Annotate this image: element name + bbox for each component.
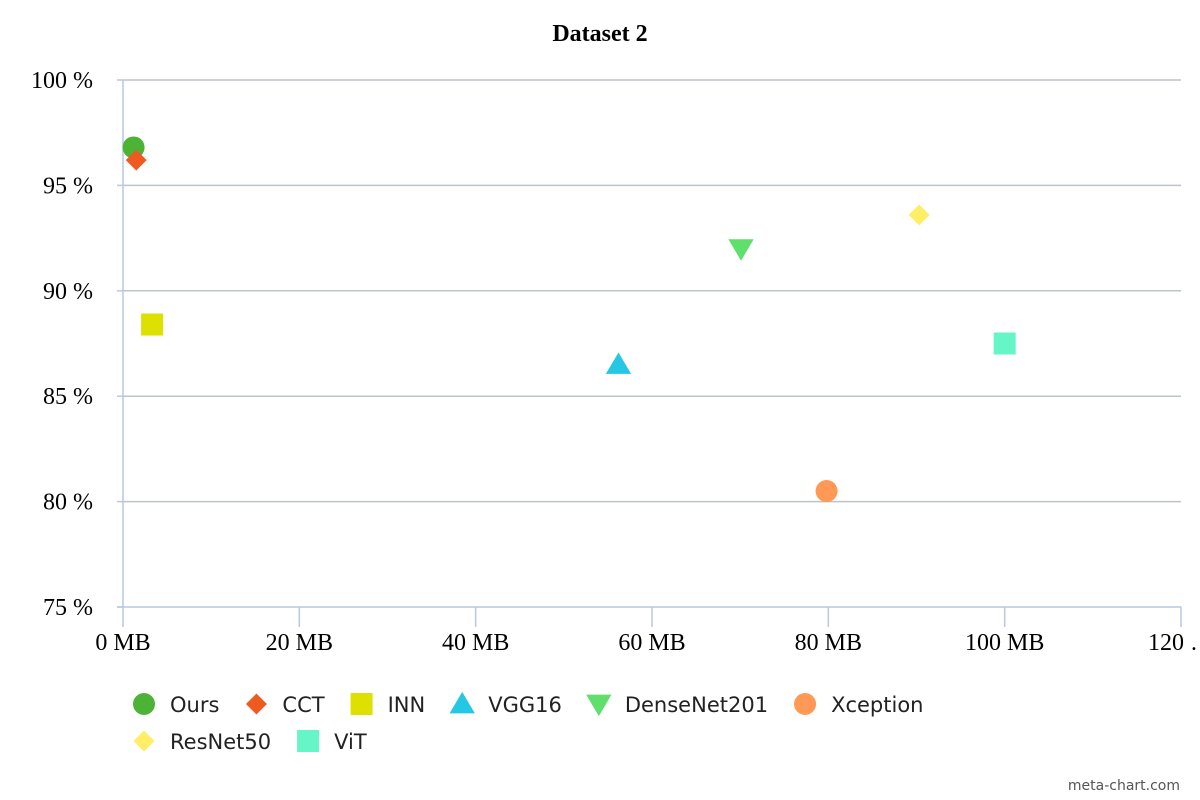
legend-label-densenet201: DenseNet201 xyxy=(625,693,768,717)
y-tick-label: 75 % xyxy=(43,595,93,621)
legend-marker-vit xyxy=(297,730,320,752)
data-point-inn xyxy=(141,313,164,336)
y-tick-labels: 100 % 95 % 90 % 85 % 80 % 75 % xyxy=(31,68,93,621)
y-tick-label: 95 % xyxy=(43,173,93,199)
data-point-xception xyxy=(815,480,838,503)
legend-label-resnet50: ResNet50 xyxy=(170,730,271,754)
y-tick-label: 90 % xyxy=(43,279,93,305)
x-tick-label: 0 MB xyxy=(95,630,150,656)
legend-label-vgg16: VGG16 xyxy=(488,693,562,717)
legend-label-vit: ViT xyxy=(334,730,367,754)
legend-label-ours: Ours xyxy=(170,693,219,717)
legend-marker-vgg16 xyxy=(449,691,475,714)
legend-label-inn: INN xyxy=(388,693,426,717)
grid-lines xyxy=(123,79,1181,503)
x-tick-labels: 0 MB 20 MB 40 MB 60 MB 80 MB 100 MB 120 … xyxy=(95,630,1200,656)
data-point-densenet201 xyxy=(728,239,754,261)
data-point-resnet50 xyxy=(908,204,930,226)
chart-title: Dataset 2 xyxy=(552,21,647,47)
data-point-vgg16 xyxy=(605,352,632,374)
y-tick-label: 100 % xyxy=(31,68,93,94)
axes xyxy=(117,79,1182,627)
x-tick-label: 60 MB xyxy=(618,630,685,656)
credit-text: meta-chart.com xyxy=(1068,778,1180,794)
data-point-vit xyxy=(993,332,1016,355)
legend-marker-resnet50 xyxy=(133,730,155,752)
legend-marker-ours xyxy=(133,693,155,715)
data-points xyxy=(122,136,1016,503)
x-tick-label: 80 MB xyxy=(795,630,862,656)
x-tick-label: 20 MB xyxy=(266,630,333,656)
legend-label-xception: Xception xyxy=(831,693,923,717)
y-tick-label: 85 % xyxy=(43,384,93,410)
y-tick-label: 80 % xyxy=(43,490,93,516)
x-tick-label: 100 MB xyxy=(965,630,1044,656)
data-point-cct xyxy=(125,149,147,171)
legend-marker-cct xyxy=(245,693,267,715)
legend-marker-densenet201 xyxy=(586,694,612,717)
legend-marker-xception xyxy=(794,693,817,715)
legend-label-cct: CCT xyxy=(282,693,324,717)
x-tick-label: 120 … xyxy=(1148,630,1200,656)
legend: Ours CCT INN VGG16 DenseNet201 Xception ResNet… xyxy=(133,691,923,754)
x-tick-label: 40 MB xyxy=(442,630,509,656)
legend-marker-inn xyxy=(350,693,373,715)
